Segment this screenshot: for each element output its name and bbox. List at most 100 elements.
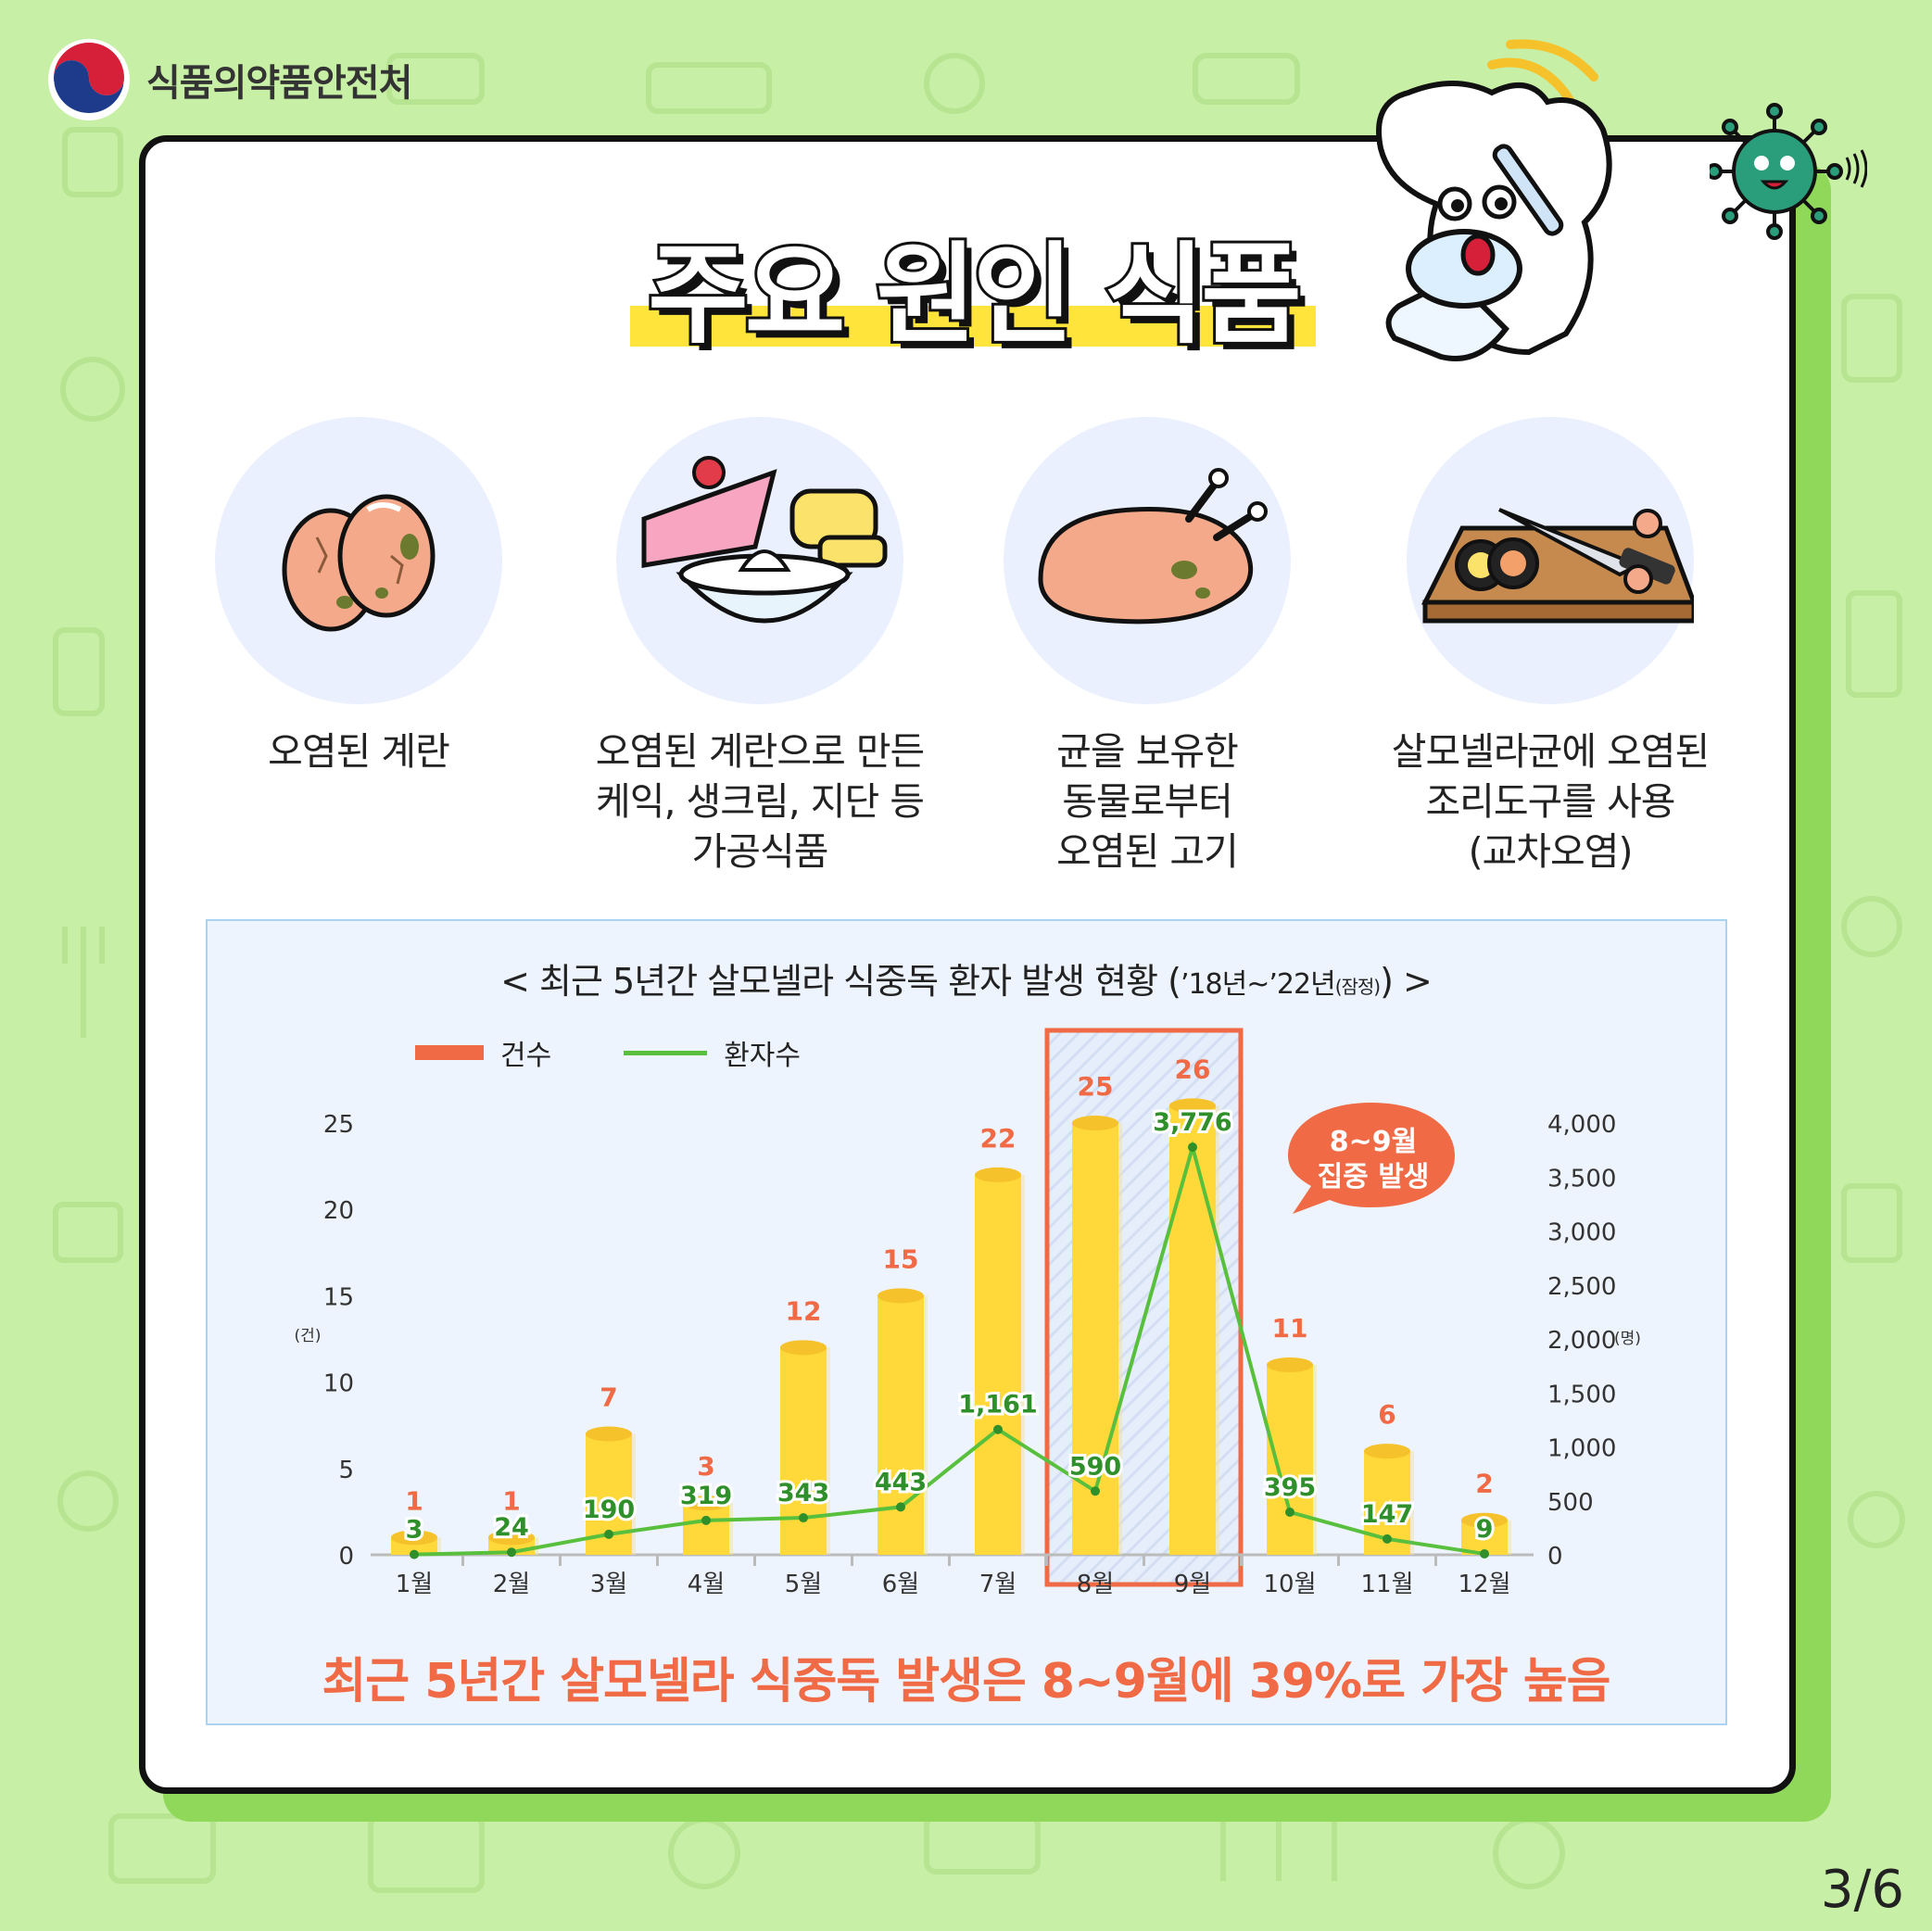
bar-value-label: 6 bbox=[1378, 1399, 1395, 1430]
y-right-tick: 1,000 bbox=[1547, 1435, 1616, 1463]
bar-value-label: 15 bbox=[883, 1243, 919, 1274]
bar-value-label: 2 bbox=[1475, 1469, 1493, 1499]
chart-title-main: < 최근 5년간 살모넬라 식중독 환자 발생 현황 ( bbox=[500, 961, 1181, 1002]
line-value-label: 395 bbox=[1264, 1473, 1316, 1502]
y-left-tick: 5 bbox=[338, 1457, 354, 1484]
ministry-logo: 식품의약품안전처 bbox=[44, 35, 412, 124]
page-title: 주요 원인 식품 bbox=[645, 228, 1305, 361]
bar-value-label: 25 bbox=[1078, 1071, 1114, 1102]
bar-top bbox=[391, 1530, 437, 1546]
virus-character-icon bbox=[1710, 103, 1867, 240]
y-right-tick: 4,000 bbox=[1547, 1111, 1616, 1139]
line-value-label: 9 bbox=[1476, 1515, 1494, 1544]
line-point bbox=[410, 1549, 419, 1559]
bar-top bbox=[975, 1167, 1021, 1182]
y-left-tick: 25 bbox=[323, 1111, 354, 1139]
line-point bbox=[799, 1513, 808, 1523]
y-right-tick: 2,000 bbox=[1547, 1327, 1616, 1355]
line-point bbox=[507, 1547, 516, 1558]
food-item-meat: 균을 보유한 동물로부터 오염된 고기 bbox=[1004, 417, 1291, 877]
line-value-label: 443 bbox=[875, 1468, 927, 1496]
chart-title-note: (잠정) bbox=[1334, 976, 1381, 998]
bar-value-label: 3 bbox=[697, 1451, 714, 1482]
bar-cases bbox=[780, 1347, 827, 1555]
y-right-tick: 2,500 bbox=[1547, 1273, 1616, 1301]
x-tick-label: 10월 bbox=[1263, 1571, 1316, 1598]
food-circle bbox=[1004, 417, 1291, 704]
line-value-label: 590 bbox=[1069, 1452, 1121, 1481]
legend-cases-label: 건수 bbox=[500, 1040, 552, 1072]
y-left-tick: 10 bbox=[323, 1370, 354, 1398]
line-value-label: 24 bbox=[494, 1513, 529, 1542]
ministry-name: 식품의약품안전처 bbox=[146, 62, 412, 105]
x-tick-label: 6월 bbox=[882, 1571, 919, 1598]
y-left-tick: 20 bbox=[323, 1197, 354, 1225]
bar-top bbox=[1072, 1116, 1118, 1130]
bar-top bbox=[1267, 1357, 1313, 1372]
legend-patients-label: 환자수 bbox=[724, 1040, 802, 1072]
bar-value-label: 12 bbox=[786, 1295, 822, 1326]
x-tick-label: 9월 bbox=[1174, 1571, 1211, 1598]
x-tick-label: 1월 bbox=[396, 1571, 433, 1598]
x-tick-label: 7월 bbox=[979, 1571, 1017, 1598]
summary-text: 최근 5년간 살모넬라 식중독 발생은 8~9월에 39%로 가장 높음 bbox=[322, 1654, 1610, 1710]
mascot-character-icon bbox=[1376, 39, 1612, 361]
bar-top bbox=[878, 1288, 924, 1304]
x-tick-label: 12월 bbox=[1458, 1571, 1510, 1598]
line-point bbox=[993, 1424, 1003, 1434]
line-point bbox=[604, 1529, 613, 1539]
bar-value-label: 7 bbox=[600, 1382, 617, 1413]
food-circle bbox=[616, 417, 903, 704]
food-caption: 살모넬라균에 오염된 조리도구를 사용 (교차오염) bbox=[1391, 729, 1711, 874]
bar-cases bbox=[683, 1503, 729, 1555]
line-patients bbox=[413, 1140, 1485, 1557]
callout-bubble: 8~9월 집중 발생 bbox=[1288, 1103, 1455, 1214]
bar-cases bbox=[1267, 1364, 1313, 1555]
x-tick-label: 11월 bbox=[1360, 1571, 1413, 1598]
line-point bbox=[1285, 1507, 1294, 1517]
line-value-label: 343 bbox=[777, 1479, 829, 1508]
line-value-label: 319 bbox=[680, 1482, 732, 1510]
food-caption: 균을 보유한 동물로부터 오염된 고기 bbox=[1056, 729, 1239, 874]
y-left-tick: 15 bbox=[323, 1283, 354, 1311]
y-right-tick: 500 bbox=[1547, 1489, 1594, 1517]
bar-cases bbox=[975, 1174, 1021, 1555]
bar-cases bbox=[1169, 1105, 1216, 1555]
line-point bbox=[1091, 1486, 1100, 1496]
line-point bbox=[701, 1515, 711, 1525]
x-tick-label: 8월 bbox=[1077, 1571, 1114, 1598]
contaminated-eggs-icon bbox=[282, 494, 436, 632]
bar-top bbox=[488, 1530, 535, 1546]
food-circle bbox=[1407, 417, 1694, 704]
x-tick-label: 2월 bbox=[493, 1571, 530, 1598]
line-value-label: 1,161 bbox=[958, 1391, 1037, 1420]
title-highlight bbox=[630, 306, 1316, 347]
y-left-tick: 0 bbox=[338, 1543, 354, 1571]
cutting-board-knife-icon bbox=[1421, 508, 1694, 624]
x-tick-label: 5월 bbox=[785, 1571, 822, 1598]
food-item-eggs: 오염된 계란 bbox=[215, 417, 502, 776]
bar-top bbox=[780, 1340, 827, 1356]
y-right-tick: 1,500 bbox=[1547, 1381, 1616, 1408]
callout-line1: 8~9월 bbox=[1330, 1126, 1418, 1158]
line-point bbox=[1383, 1533, 1392, 1544]
chart-title: < 최근 5년간 살모넬라 식중독 환자 발생 현황 (’18년~’22년(잠정… bbox=[0, 953, 1932, 1003]
callout-line2: 집중 발생 bbox=[1318, 1161, 1430, 1193]
page-number: 3/6 bbox=[1820, 1860, 1904, 1920]
bar-top bbox=[683, 1496, 729, 1511]
bar-top bbox=[1364, 1444, 1410, 1459]
line-value-label: 3,776 bbox=[1153, 1108, 1231, 1137]
chart-title-end: ) > bbox=[1380, 961, 1433, 1002]
y-right-tick: 3,500 bbox=[1547, 1165, 1616, 1193]
y-right-unit: (명) bbox=[1614, 1330, 1641, 1348]
bar-cases bbox=[878, 1295, 924, 1555]
line-value-label: 3 bbox=[406, 1516, 423, 1545]
legend-line-swatch bbox=[624, 1050, 708, 1055]
line-value-label: 147 bbox=[1361, 1500, 1413, 1529]
food-caption: 오염된 계란 bbox=[268, 729, 450, 774]
chart-title-years: ’18년~’22년 bbox=[1180, 968, 1336, 1001]
chart-legend: 건수 환자수 bbox=[415, 1032, 801, 1073]
food-circle bbox=[215, 417, 502, 704]
line-value-label: 190 bbox=[583, 1496, 635, 1524]
